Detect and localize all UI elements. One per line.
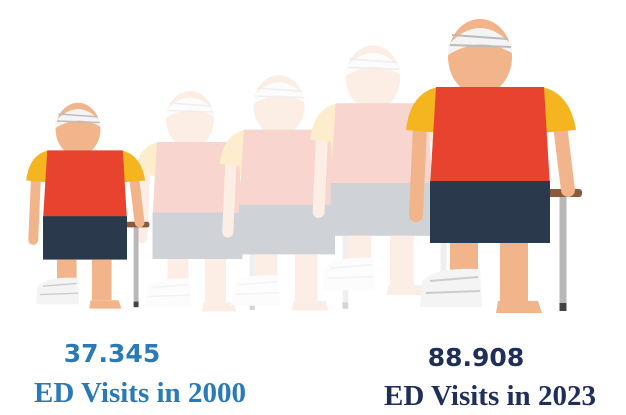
large-figure: [406, 19, 582, 313]
before-figure: 37.345: [64, 339, 160, 368]
before-caption: ED Visits in 2000: [34, 377, 246, 409]
after-caption: ED Visits in 2023: [384, 380, 596, 412]
small-figure: [26, 103, 149, 309]
after-figure: 88.908: [428, 343, 524, 372]
